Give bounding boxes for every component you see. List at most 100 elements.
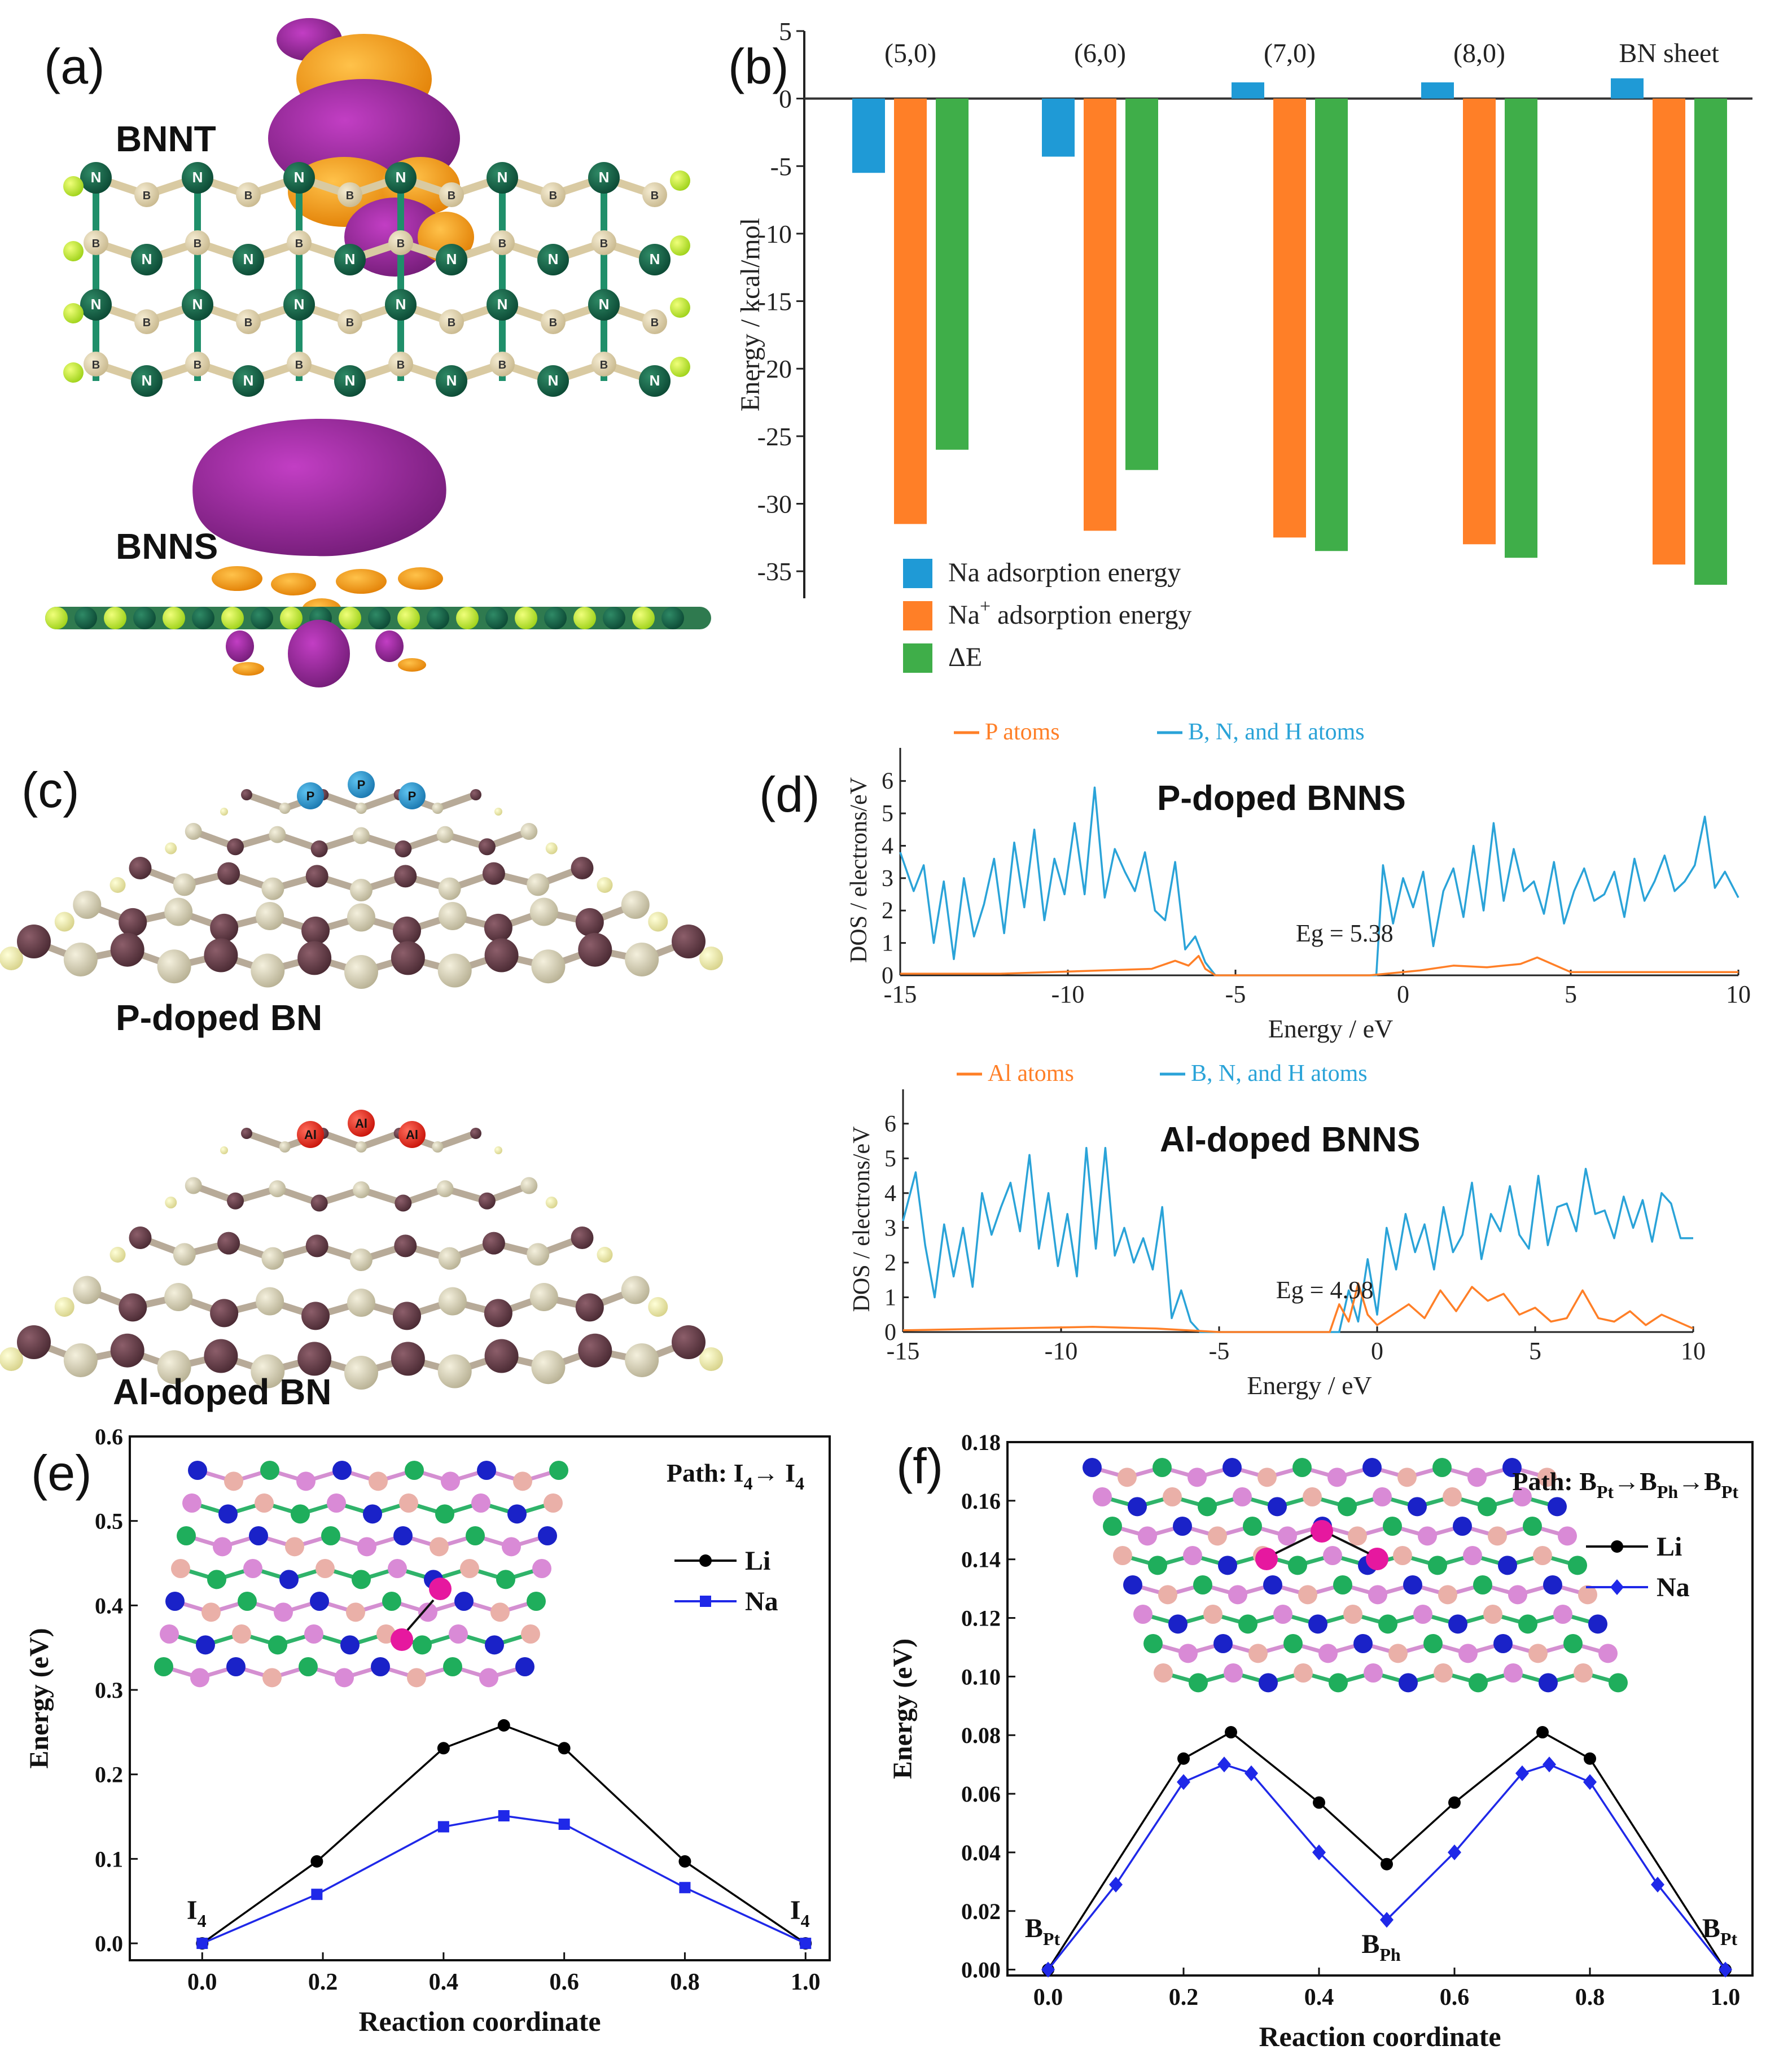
dos-dopant-line bbox=[902, 1282, 1694, 1333]
hydrogen-atom bbox=[63, 303, 84, 323]
hydrogen-atom bbox=[0, 947, 23, 970]
band-gap-annotation: Eg = 4.98 bbox=[1276, 1276, 1374, 1304]
bond bbox=[436, 1130, 477, 1150]
y-tick-label: 5 bbox=[882, 801, 893, 827]
lattice-atom bbox=[1563, 1634, 1583, 1653]
boron-atom bbox=[527, 1243, 550, 1266]
nitrogen-atom bbox=[394, 1234, 417, 1258]
boron-atom bbox=[164, 897, 193, 926]
sheet-atom bbox=[573, 607, 596, 629]
hydrogen-atom bbox=[648, 912, 668, 932]
bar-delta-e bbox=[1505, 98, 1537, 558]
hydrogen-atom bbox=[699, 947, 723, 970]
migration-arrow bbox=[1275, 1534, 1313, 1554]
nitrogen-atom bbox=[395, 840, 412, 858]
lattice-atom bbox=[238, 1592, 257, 1611]
lattice-atom bbox=[466, 1526, 485, 1545]
boron-atom bbox=[236, 309, 261, 334]
lattice-atom bbox=[1259, 1673, 1278, 1693]
nitrogen-atom bbox=[119, 908, 147, 936]
nitrogen-atom bbox=[310, 1194, 328, 1212]
bar-na bbox=[1232, 82, 1264, 99]
lattice-atom bbox=[1348, 1526, 1367, 1546]
atom-label: N bbox=[396, 169, 406, 186]
boron-atom bbox=[520, 1177, 538, 1194]
lattice-atom bbox=[441, 1471, 460, 1491]
atom-label: B bbox=[346, 190, 354, 202]
lattice-atom bbox=[1103, 1517, 1122, 1536]
boron-atom bbox=[344, 955, 378, 989]
lattice-atom bbox=[335, 1668, 354, 1688]
lattice-atom bbox=[274, 1602, 293, 1622]
lattice-atom bbox=[260, 1461, 279, 1480]
nitrogen-atom bbox=[578, 1333, 612, 1368]
y-tick-label: 0 bbox=[884, 1320, 896, 1346]
boron-atom bbox=[350, 879, 373, 901]
y-tick-label: 6 bbox=[882, 769, 893, 795]
data-point-li bbox=[437, 1742, 450, 1755]
boron-atom bbox=[251, 953, 285, 988]
atom-label: B bbox=[448, 190, 455, 202]
data-point-na bbox=[1719, 1961, 1732, 1978]
nitrogen-atom bbox=[310, 840, 328, 858]
legend-swatch bbox=[903, 643, 932, 673]
boron-atom bbox=[625, 1343, 659, 1377]
nitrogen-atom bbox=[394, 865, 417, 888]
sheet-atom bbox=[163, 607, 185, 629]
lattice-atom bbox=[1263, 1575, 1282, 1594]
lattice-atom bbox=[188, 1461, 207, 1480]
nitrogen-atom bbox=[210, 913, 239, 942]
nitrogen-atom bbox=[484, 938, 519, 973]
migrating-ion bbox=[429, 1578, 452, 1600]
al-doped-bn-structure: Al Al Al bbox=[0, 1110, 723, 1390]
lattice-atom bbox=[1493, 1634, 1513, 1653]
bond bbox=[436, 791, 477, 812]
lattice-atom bbox=[460, 1559, 479, 1578]
y-tick-label: 4 bbox=[882, 833, 893, 859]
dopant-atom-label: P bbox=[357, 778, 366, 792]
lattice-atom bbox=[171, 1559, 190, 1578]
lattice-atom bbox=[1268, 1497, 1287, 1517]
data-point-na bbox=[1448, 1844, 1461, 1860]
nitrogen-atom bbox=[182, 162, 213, 194]
nitrogen-atom bbox=[639, 244, 671, 275]
plot-frame bbox=[1006, 1441, 1754, 1977]
lattice-atom bbox=[1578, 1585, 1597, 1605]
lattice-atom bbox=[249, 1526, 268, 1545]
bar-na-plus bbox=[1084, 98, 1116, 531]
bnnt-label: BNNT bbox=[116, 119, 216, 159]
legend-marker bbox=[1610, 1579, 1624, 1595]
category-label: (7,0) bbox=[1264, 38, 1316, 68]
nitrogen-atom bbox=[80, 162, 112, 194]
atom-label: N bbox=[192, 296, 203, 313]
lattice-atom bbox=[1588, 1614, 1607, 1634]
lattice-atom bbox=[1432, 1458, 1452, 1477]
lattice-atom bbox=[430, 1537, 449, 1557]
data-point-li bbox=[310, 1855, 323, 1868]
lattice-atom bbox=[1443, 1487, 1462, 1506]
boron-atom bbox=[157, 1350, 191, 1385]
hydrogen-atom bbox=[670, 170, 690, 191]
lattice-atom bbox=[1368, 1585, 1387, 1605]
atom-label: B bbox=[244, 190, 252, 202]
dopant-atom bbox=[297, 782, 324, 809]
atom-label: B bbox=[600, 238, 608, 250]
dopant-atom-label: P bbox=[306, 789, 315, 803]
boron-atom bbox=[287, 230, 312, 255]
boron-atom bbox=[279, 803, 291, 814]
nitrogen-atom bbox=[575, 908, 604, 936]
atom-label: N bbox=[192, 169, 203, 186]
lattice-atom bbox=[1502, 1458, 1522, 1477]
isosurface-orange-lobe bbox=[398, 567, 443, 590]
lattice-atom bbox=[1378, 1614, 1397, 1634]
bond bbox=[245, 1130, 286, 1150]
hydrogen-atom bbox=[670, 235, 690, 256]
lattice-atom bbox=[502, 1537, 521, 1557]
bond bbox=[322, 1130, 363, 1150]
y-tick-label: 0.5 bbox=[95, 1509, 123, 1534]
hydrogen-atom bbox=[220, 808, 228, 816]
bond bbox=[245, 791, 286, 812]
nitrogen-atom bbox=[385, 162, 417, 194]
y-tick-label: 6 bbox=[884, 1111, 896, 1137]
lattice-atom bbox=[304, 1624, 323, 1644]
